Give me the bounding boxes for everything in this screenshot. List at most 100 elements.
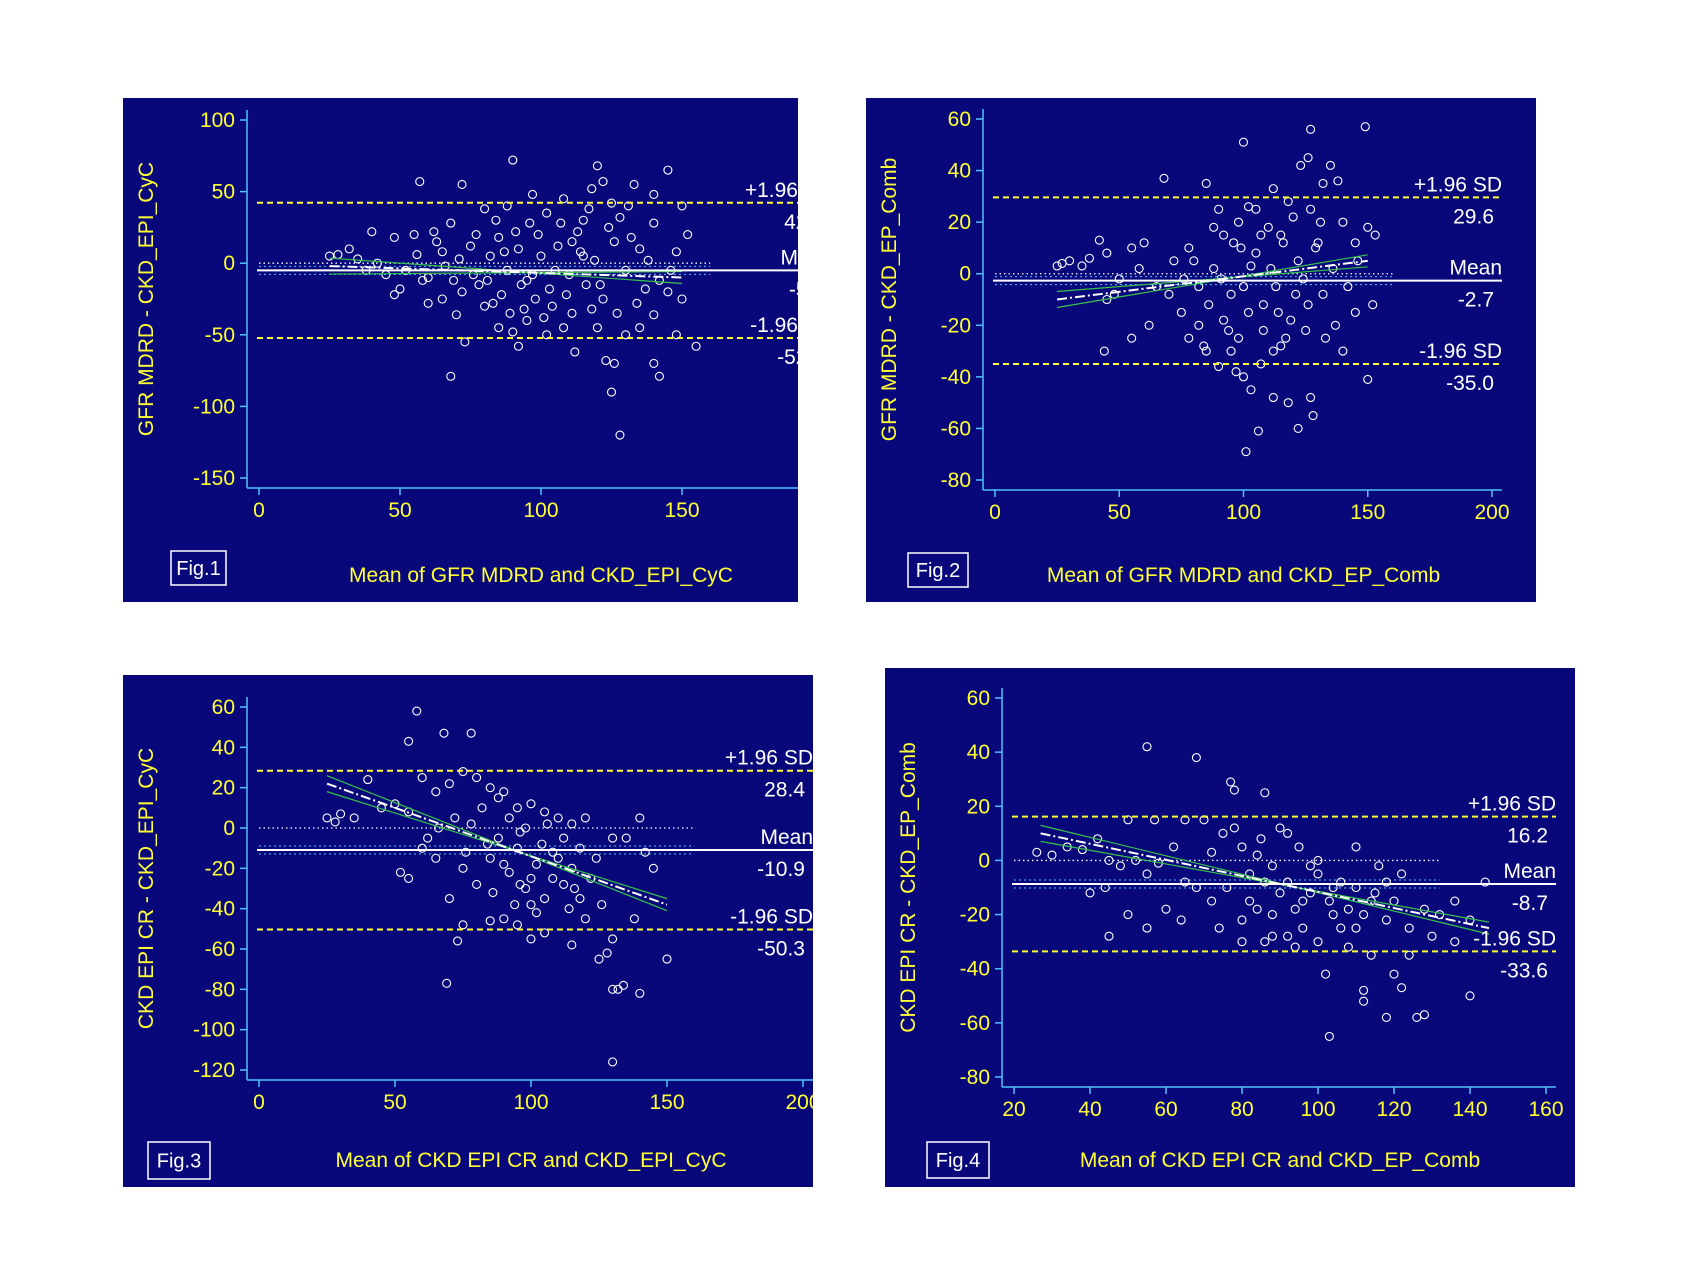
data-point	[519, 304, 529, 314]
data-point	[516, 280, 526, 290]
data-point	[540, 807, 550, 817]
data-point	[553, 853, 563, 863]
data-point	[1169, 256, 1179, 266]
x-tick-label: 150	[649, 1091, 684, 1114]
data-point	[1224, 325, 1234, 335]
y-tick-label: -80	[205, 978, 235, 1001]
data-point	[1176, 307, 1186, 317]
data-point	[515, 879, 525, 890]
data-point	[1325, 160, 1336, 170]
data-point	[522, 315, 532, 326]
data-point	[465, 241, 476, 251]
data-point	[1343, 282, 1353, 292]
data-point	[1238, 282, 1249, 292]
data-point	[539, 313, 549, 323]
data-point	[1276, 230, 1286, 240]
data-point	[635, 323, 645, 333]
data-point	[1338, 217, 1348, 227]
data-point	[1263, 222, 1273, 232]
data-point	[526, 873, 536, 883]
data-point	[1189, 256, 1199, 266]
data-point	[629, 914, 639, 924]
y-axis-title: CKD EPI CR - CKD_EPI_CyC	[135, 748, 158, 1029]
upper-limit-label: +1.96 SD	[725, 747, 813, 770]
data-point	[1231, 367, 1241, 377]
y-tick-label: -40	[941, 366, 971, 389]
mean-label: Mean	[780, 246, 798, 269]
data-point	[1370, 230, 1380, 240]
data-point	[654, 371, 664, 381]
data-point	[621, 330, 631, 340]
data-point	[1298, 896, 1308, 906]
x-tick-label: 0	[253, 499, 265, 522]
regression-ci-upper	[1057, 266, 1368, 293]
data-point	[412, 706, 422, 716]
data-point	[1180, 877, 1190, 887]
data-point	[1164, 289, 1174, 299]
data-point	[640, 284, 650, 294]
data-point	[1351, 923, 1361, 933]
data-point	[547, 301, 557, 311]
data-point	[389, 232, 399, 242]
data-point	[640, 847, 650, 857]
data-point	[446, 218, 456, 228]
figure-label-box	[170, 550, 227, 586]
data-point	[584, 204, 594, 214]
data-point	[1201, 346, 1211, 356]
data-point	[1256, 230, 1266, 240]
data-point	[1207, 896, 1217, 906]
data-point	[1229, 823, 1239, 833]
data-point	[1131, 855, 1141, 865]
data-point	[1191, 753, 1201, 763]
data-point	[415, 177, 425, 187]
data-point	[472, 773, 482, 783]
data-point	[437, 294, 447, 304]
data-point	[1315, 217, 1326, 227]
data-point	[570, 347, 580, 357]
data-point	[1381, 1012, 1391, 1022]
data-point	[1245, 896, 1255, 906]
data-point	[1301, 325, 1311, 335]
data-point	[1389, 969, 1399, 979]
data-point	[1104, 855, 1114, 865]
data-point	[431, 853, 441, 863]
data-point	[395, 867, 405, 877]
data-point	[606, 387, 617, 397]
lower-limit-label: -1.96 SD	[1473, 927, 1556, 950]
data-point	[578, 251, 588, 261]
data-point	[533, 230, 543, 240]
y-tick-label: 0	[223, 252, 235, 275]
data-point	[1209, 264, 1219, 274]
data-point	[1465, 991, 1475, 1001]
data-point	[581, 280, 591, 290]
data-point	[1450, 937, 1460, 947]
data-point	[466, 728, 476, 738]
regression-ci-upper	[1040, 824, 1490, 935]
data-point	[466, 819, 476, 829]
data-point	[587, 184, 597, 194]
data-point	[1303, 300, 1313, 310]
data-point	[499, 914, 509, 924]
data-point	[1256, 834, 1266, 844]
data-point	[1127, 243, 1137, 253]
data-point	[1253, 426, 1263, 436]
mean-value: -10.9	[757, 858, 805, 881]
lower-limit-label: -1.96 SD	[750, 314, 798, 337]
data-point	[472, 879, 482, 890]
x-axis-title: Mean of GFR MDRD and CKD_EP_Comb	[1047, 564, 1440, 587]
data-point	[548, 873, 558, 883]
y-tick-label: -60	[941, 417, 971, 440]
data-point	[575, 894, 585, 904]
x-tick-label: 150	[664, 499, 699, 522]
data-point	[1214, 923, 1224, 933]
x-tick-label: 120	[1376, 1098, 1411, 1121]
data-point	[505, 308, 515, 318]
figure-label: Fig.3	[157, 1151, 201, 1173]
data-point	[477, 803, 487, 813]
data-point	[485, 251, 495, 261]
data-point	[485, 916, 495, 926]
data-point	[508, 155, 518, 165]
data-point	[1115, 861, 1125, 871]
data-point	[602, 948, 612, 958]
lower-limit-value: -52.2	[777, 346, 798, 369]
